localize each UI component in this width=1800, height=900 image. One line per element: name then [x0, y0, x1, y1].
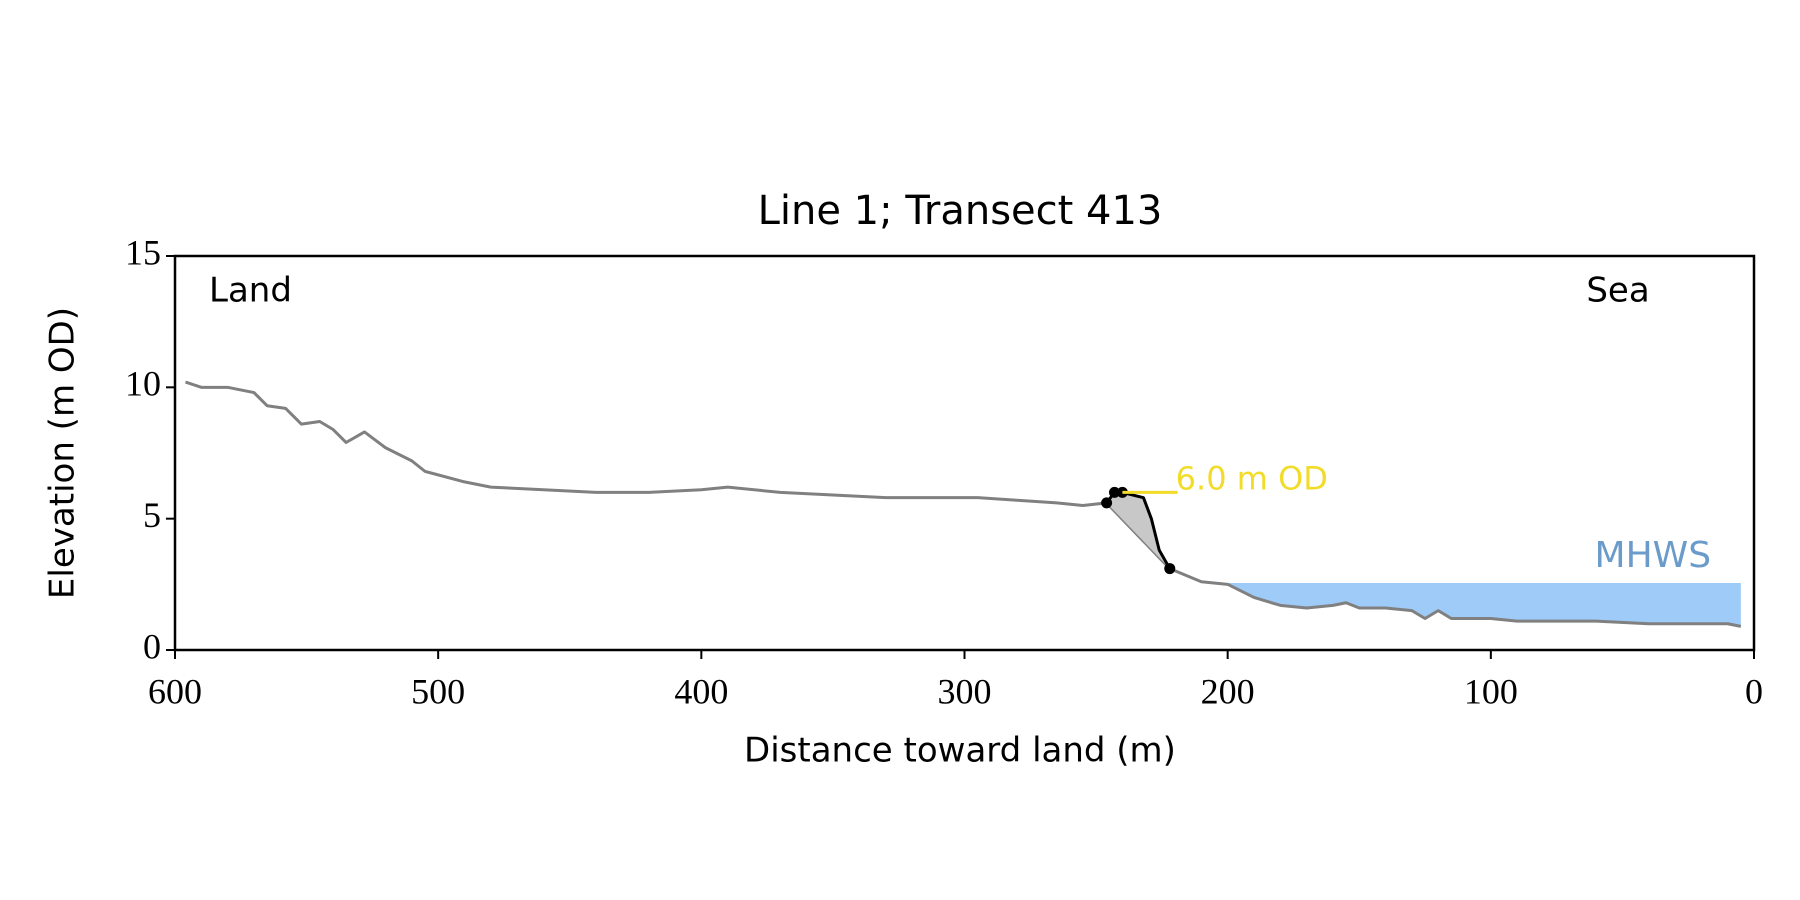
point: [1164, 563, 1176, 575]
y-tick-label: 5: [143, 495, 161, 535]
mhws-label: MHWS: [1595, 535, 1712, 576]
point: [1101, 497, 1113, 509]
y-tick-label: 0: [143, 626, 161, 666]
x-tick-label: 200: [1201, 671, 1255, 711]
chart-title: Line 1; Transect 413: [758, 188, 1163, 234]
annotation: Sea: [1586, 271, 1649, 311]
x-tick-label: 0: [1745, 671, 1763, 711]
x-tick-label: 300: [938, 671, 992, 711]
threshold-label: 6.0 m OD: [1176, 459, 1328, 497]
point: [1109, 486, 1121, 498]
mhws-fill: [1227, 583, 1741, 627]
cliff-fill: [1106, 492, 1170, 569]
x-tick-label: 100: [1464, 671, 1518, 711]
x-tick-label: 600: [148, 671, 202, 711]
y-tick-label: 15: [125, 232, 161, 272]
x-tick-label: 500: [411, 671, 465, 711]
y-axis-label: Elevation (m OD): [43, 307, 83, 599]
x-tick-label: 400: [674, 671, 728, 711]
y-tick-label: 10: [125, 364, 161, 404]
annotation: Land: [209, 271, 292, 311]
profile-line: [185, 380, 1742, 628]
x-axis-label: Distance toward land (m): [744, 731, 1176, 771]
